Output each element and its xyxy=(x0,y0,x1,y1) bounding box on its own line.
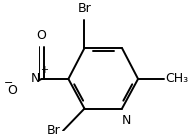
Text: CH₃: CH₃ xyxy=(165,72,188,85)
Text: Br: Br xyxy=(47,124,60,137)
Text: −: − xyxy=(3,78,13,88)
Text: O: O xyxy=(8,83,17,97)
Text: O: O xyxy=(37,29,46,42)
Text: N: N xyxy=(31,72,40,85)
Text: Br: Br xyxy=(78,2,91,15)
Text: N: N xyxy=(121,114,131,127)
Text: +: + xyxy=(40,65,48,75)
